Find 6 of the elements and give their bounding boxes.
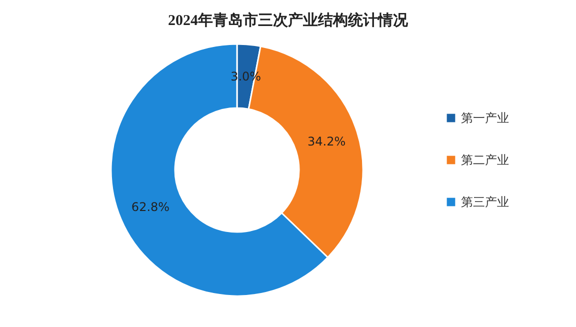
data-label: 62.8% [131,200,170,214]
data-label: 34.2% [308,134,346,149]
legend-label: 第二产业 [461,153,509,167]
chart-title: 2024年青岛市三次产业结构统计情况 [168,11,409,29]
legend-label: 第三产业 [461,195,509,209]
legend-label: 第一产业 [461,111,509,125]
